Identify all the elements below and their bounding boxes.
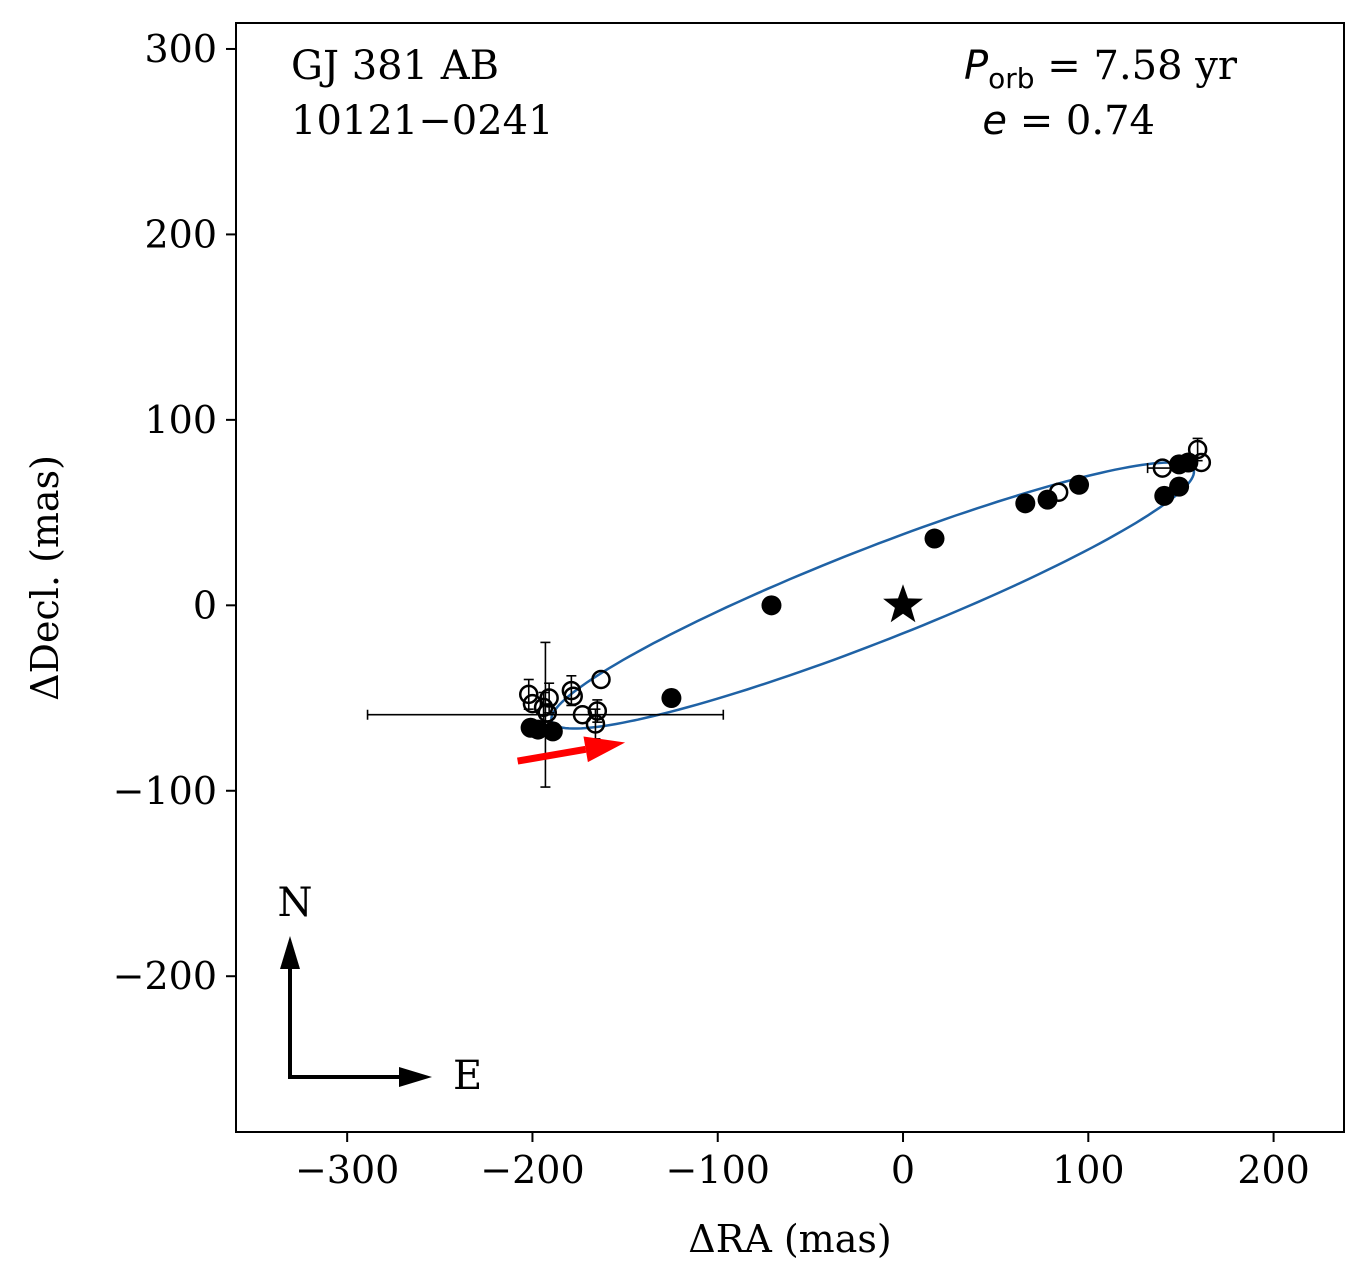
open-data-point xyxy=(518,684,539,705)
ecc-symbol: e xyxy=(982,98,1007,144)
y-tick-label: 0 xyxy=(193,583,217,627)
open-data-point xyxy=(1187,439,1208,460)
y-tick-label: −100 xyxy=(113,769,217,813)
open-data-point xyxy=(522,693,543,714)
motion-arrow-icon xyxy=(583,736,626,763)
open-data-point xyxy=(585,714,606,734)
filled-data-point xyxy=(1169,476,1190,497)
x-tick-label: −200 xyxy=(480,1148,584,1192)
open-data-point xyxy=(587,701,608,721)
open-data-point xyxy=(537,703,558,723)
orbit-ellipse xyxy=(550,461,1196,730)
open-data-point xyxy=(563,686,583,706)
star-name: GJ 381 AB xyxy=(291,43,499,89)
x-tick-label: 200 xyxy=(1237,1148,1310,1192)
open-data-point xyxy=(1191,452,1212,473)
open-data-point xyxy=(591,669,611,690)
filled-data-point xyxy=(761,595,782,616)
period-annotation: Porb = 7.58 yr xyxy=(964,43,1238,95)
north-arrow-icon xyxy=(280,936,300,969)
plot-frame xyxy=(235,22,1345,1133)
y-tick-label: −200 xyxy=(113,954,217,998)
filled-data-point xyxy=(528,719,549,740)
x-axis: −300 −200 −100 0 100 200 xyxy=(295,1132,1310,1192)
x-tick-label: 100 xyxy=(1052,1148,1125,1192)
open-data-point xyxy=(539,688,559,708)
y-tick-label: 300 xyxy=(144,27,217,71)
filled-data-point xyxy=(1015,493,1036,514)
compass-north-label: N xyxy=(278,880,313,926)
primary-star-icon xyxy=(883,584,923,623)
filled-data-point xyxy=(1037,489,1058,510)
period-subscript: orb xyxy=(988,62,1034,95)
wds-id: 10121−0241 xyxy=(291,98,554,144)
motion-arrow-shaft xyxy=(517,745,587,765)
period-symbol: P xyxy=(964,43,989,89)
x-tick-label: −300 xyxy=(295,1148,399,1192)
y-axis-label: ΔDecl. (mas) xyxy=(23,455,67,701)
filled-data-point xyxy=(661,688,682,709)
open-data-point xyxy=(1048,482,1069,502)
compass-east-label: E xyxy=(453,1053,482,1099)
ecc-value: = 0.74 xyxy=(1007,98,1155,144)
plot-area xyxy=(366,437,1212,788)
y-tick-label: 100 xyxy=(144,398,217,442)
x-axis-label: ΔRA (mas) xyxy=(688,1217,891,1261)
y-axis: −200 −100 0 100 200 300 xyxy=(113,27,236,998)
y-tick-label: 200 xyxy=(144,212,217,256)
x-tick-label: 0 xyxy=(891,1148,915,1192)
x-tick-label: −100 xyxy=(666,1148,770,1192)
period-value: = 7.58 yr xyxy=(1035,43,1238,89)
filled-data-point xyxy=(1154,485,1175,506)
open-data-point xyxy=(1152,458,1173,478)
filled-data-point xyxy=(1069,474,1090,495)
eccentricity-annotation: e = 0.74 xyxy=(982,98,1155,144)
east-arrow-icon xyxy=(399,1067,432,1087)
filled-data-point xyxy=(542,721,563,742)
compass: N E xyxy=(278,880,483,1099)
filled-data-point xyxy=(924,528,945,549)
